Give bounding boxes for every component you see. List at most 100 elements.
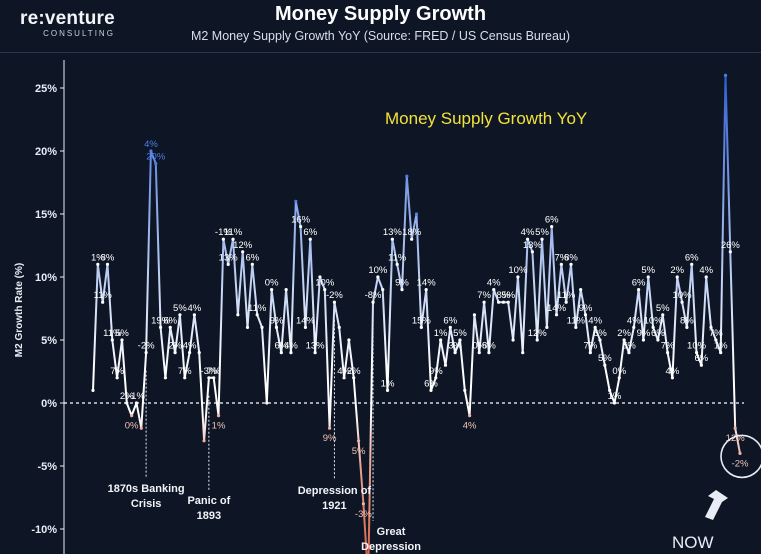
data-point — [197, 351, 201, 355]
data-label: 10% — [315, 278, 335, 289]
data-label: 5% — [535, 227, 549, 238]
data-point — [564, 300, 568, 304]
data-point — [714, 338, 718, 342]
data-point — [361, 502, 365, 506]
data-label: 1% — [608, 391, 622, 402]
now-highlight-circle — [720, 434, 761, 479]
data-label: 4% — [463, 421, 477, 432]
data-point — [158, 325, 163, 329]
data-point — [439, 338, 443, 342]
data-point — [419, 325, 423, 329]
y-tick-label: 25% — [35, 83, 57, 95]
data-label: 26% — [721, 240, 741, 251]
data-label: 6% — [424, 378, 438, 389]
annotation-label: 1870s Banking — [108, 483, 185, 495]
data-point — [627, 351, 631, 355]
data-point — [733, 426, 737, 430]
data-label: 4% — [337, 366, 351, 377]
data-label: 9% — [395, 278, 409, 289]
data-point — [641, 338, 646, 342]
data-point — [125, 401, 129, 405]
data-point — [183, 376, 187, 380]
data-point — [260, 325, 264, 329]
data-point — [622, 338, 626, 342]
data-label: 10% — [508, 265, 528, 276]
data-labels: 1%8%11%11%7%5%2%-1%0%-2%20%19%6%4%5%7%2%… — [91, 0, 754, 520]
page-title: Money Supply Growth — [274, 3, 487, 25]
data-label: 16% — [291, 215, 311, 226]
data-point — [521, 351, 525, 355]
data-point — [308, 237, 312, 241]
data-point — [429, 388, 433, 392]
data-point — [501, 300, 506, 304]
data-point — [651, 325, 655, 329]
data-label: 4% — [284, 341, 298, 352]
data-label: 2% — [617, 328, 631, 339]
data-point — [371, 300, 375, 304]
y-tick-label: 5% — [41, 335, 57, 347]
data-point — [400, 288, 404, 292]
data-point — [603, 363, 607, 367]
data-label: 14% — [547, 303, 567, 314]
data-point — [120, 338, 124, 342]
data-label: 12% — [528, 328, 548, 339]
data-label: 0% — [612, 366, 626, 377]
data-label: 9% — [270, 315, 284, 326]
data-point — [545, 325, 549, 329]
event-annotations: 1870s Banking Crisis Panic of 1893 Depressio… — [108, 320, 421, 553]
data-point — [525, 237, 530, 241]
data-label: -1% — [128, 391, 145, 402]
data-label: 4% — [144, 139, 158, 150]
data-point — [540, 237, 544, 241]
data-point — [535, 338, 539, 342]
data-label: 5% — [453, 328, 467, 339]
data-point — [685, 325, 689, 329]
data-label: 2% — [670, 265, 684, 276]
data-label: 10% — [368, 265, 388, 276]
data-label: 5% — [622, 341, 636, 352]
data-point — [381, 288, 385, 292]
data-point — [554, 313, 559, 317]
data-label: 9% — [323, 433, 337, 444]
data-point — [680, 300, 684, 304]
data-point — [250, 262, 254, 266]
data-point — [506, 300, 510, 304]
data-label: 4% — [188, 303, 202, 314]
data-point — [588, 351, 592, 355]
chart-legend-text: Money Supply Growth YoY — [385, 109, 587, 128]
data-point — [101, 300, 105, 304]
data-point — [458, 338, 462, 342]
data-point — [719, 351, 723, 355]
data-point — [661, 313, 665, 317]
data-point — [139, 426, 143, 430]
data-point — [284, 288, 288, 292]
data-point — [318, 275, 322, 279]
data-label: 11% — [388, 252, 407, 263]
data-point — [487, 351, 491, 355]
data-point — [608, 388, 612, 392]
data-point — [255, 313, 259, 317]
data-label: 1% — [91, 252, 105, 263]
data-label: 8% — [680, 315, 694, 326]
data-label: -3% — [200, 366, 217, 377]
data-label: 2% — [120, 391, 134, 402]
data-point — [738, 451, 742, 455]
data-point — [728, 250, 732, 254]
data-point — [496, 300, 501, 304]
data-point — [530, 250, 534, 254]
y-axis: 25%20%15%10%5%0%-5%-10%M2 Growth Rate (%… — [14, 60, 744, 554]
data-label: 11% — [557, 290, 576, 301]
data-label: 11% — [567, 315, 586, 326]
data-label: 1% — [714, 341, 728, 352]
data-point — [646, 275, 650, 279]
data-label: 6% — [593, 328, 607, 339]
data-label: 2% — [347, 366, 361, 377]
data-point — [694, 351, 699, 355]
data-label: 7% — [207, 366, 221, 377]
data-label: 4% — [183, 341, 197, 352]
data-label: 14% — [417, 278, 437, 289]
data-point — [434, 376, 438, 380]
data-label: -4% — [736, 0, 753, 3]
annotation-label: Crisis — [131, 498, 162, 510]
